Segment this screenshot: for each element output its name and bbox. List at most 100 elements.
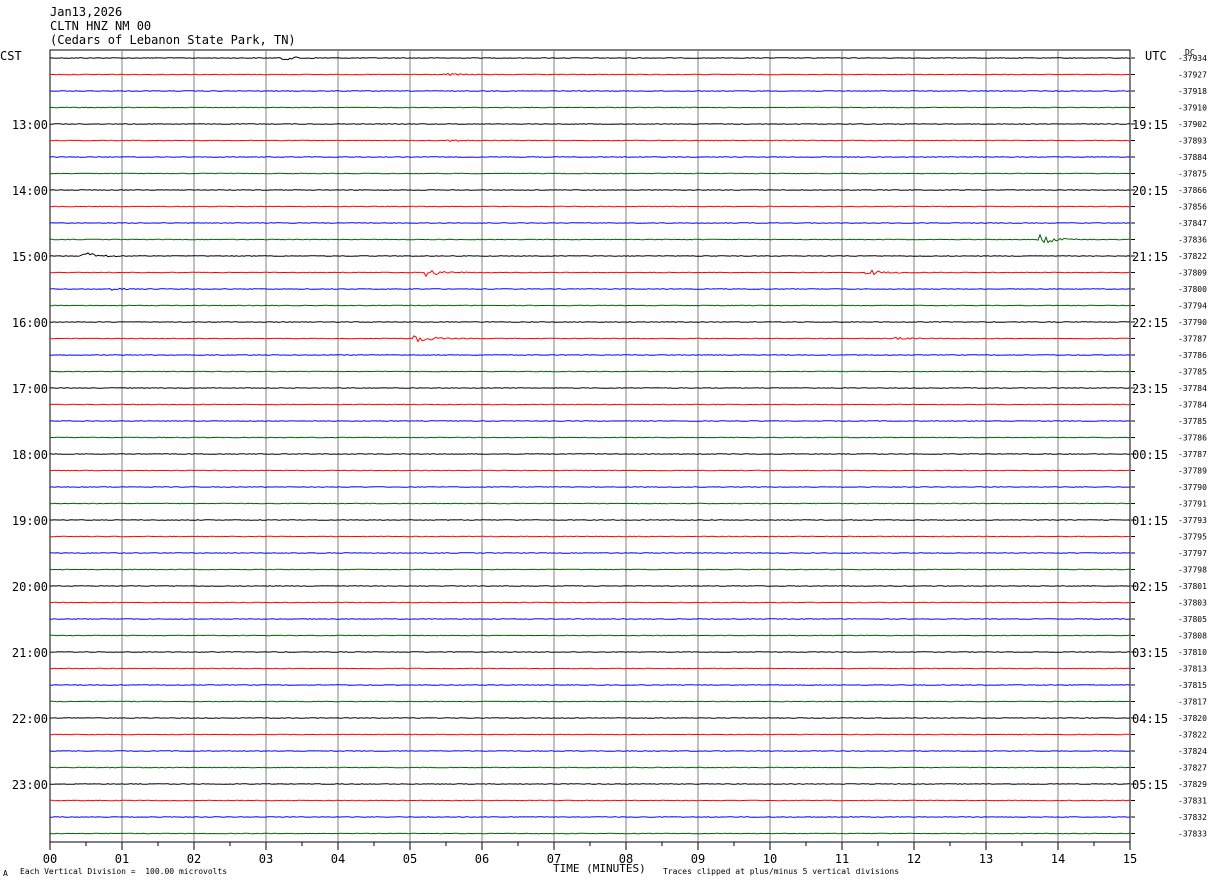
cst-hour-label: 23:00 [12, 778, 48, 792]
seismic-trace [49, 436, 1131, 439]
dc-offset-label: -37790 [1178, 318, 1207, 327]
station-code: CLTN HNZ NM 00 [50, 19, 152, 33]
dc-offset-label: -37797 [1178, 549, 1207, 558]
seismic-trace [49, 321, 1131, 323]
cst-hour-label: 21:00 [12, 646, 48, 660]
seismic-trace [49, 172, 1131, 175]
seismic-trace [49, 189, 1131, 191]
x-tick-label: 05 [403, 852, 417, 866]
seismic-trace [49, 733, 1130, 736]
seismic-trace [49, 717, 1131, 719]
seismic-trace [49, 568, 1131, 571]
cst-hour-label: 15:00 [12, 250, 48, 264]
dc-offset-label: -37786 [1178, 351, 1207, 360]
x-axis-title: TIME (MINUTES) [553, 862, 646, 875]
cst-hour-label: 17:00 [12, 382, 48, 396]
chart-date: Jan13,2026 [50, 5, 123, 19]
dc-offset-label: -37808 [1178, 632, 1207, 641]
dc-offset-label: -37803 [1178, 599, 1207, 608]
dc-offset-label: -37822 [1178, 731, 1207, 740]
plot-frame [49, 49, 1131, 843]
cst-hour-label: 20:00 [12, 580, 48, 594]
left-timezone: CST [0, 49, 22, 63]
seismic-trace [49, 252, 1131, 258]
seismic-trace [49, 469, 1130, 472]
seismic-trace [49, 766, 1131, 769]
x-tick-label: 03 [259, 852, 273, 866]
seismic-trace [49, 502, 1130, 505]
seismic-trace [49, 535, 1131, 538]
utc-hour-label: 05:15 [1132, 778, 1168, 792]
dc-offset-label: -37827 [1178, 764, 1207, 773]
seismic-trace [49, 783, 1131, 785]
seismic-trace [49, 370, 1131, 373]
dc-offset-label: -37824 [1178, 747, 1207, 756]
seismic-trace [49, 205, 1130, 208]
dc-offset-label: -37884 [1178, 153, 1207, 162]
seismic-trace [49, 453, 1131, 455]
seismic-trace [49, 420, 1131, 422]
dc-offset-label: -37893 [1178, 137, 1207, 146]
utc-hour-label: 00:15 [1132, 448, 1168, 462]
dc-offset-label: -37836 [1178, 236, 1207, 245]
cst-hour-label: 22:00 [12, 712, 48, 726]
utc-hour-label: 02:15 [1132, 580, 1168, 594]
dc-offset-label: -37790 [1178, 483, 1207, 492]
dc-offset-label: -37934 [1178, 54, 1207, 63]
x-tick-label: 04 [331, 852, 345, 866]
dc-offset-label: -37866 [1178, 186, 1207, 195]
dc-offset-label: -37833 [1178, 830, 1207, 839]
x-tick-label: 09 [691, 852, 705, 866]
seismic-trace [49, 354, 1131, 356]
x-tick-label: 11 [835, 852, 849, 866]
seismic-trace [49, 651, 1131, 653]
cst-hour-label: 19:00 [12, 514, 48, 528]
dc-offset-label: -37787 [1178, 450, 1207, 459]
cst-hour-label: 18:00 [12, 448, 48, 462]
seismic-trace [49, 56, 1131, 61]
dc-offset-label: -37813 [1178, 665, 1207, 674]
dc-offset-label: -37817 [1178, 698, 1207, 707]
utc-hour-label: 04:15 [1132, 712, 1168, 726]
utc-hour-label: 03:15 [1132, 646, 1168, 660]
seismic-trace [49, 335, 1131, 343]
cst-hour-label: 16:00 [12, 316, 48, 330]
dc-offset-label: -37789 [1178, 467, 1207, 476]
dc-offset-label: -37801 [1178, 582, 1207, 591]
seismic-trace [49, 585, 1131, 587]
dc-offset-label: -37793 [1178, 516, 1207, 525]
dc-offset-label: -37784 [1178, 401, 1207, 410]
seismic-trace [49, 700, 1130, 703]
seismic-trace [50, 634, 1131, 637]
dc-offset-label: -37794 [1178, 302, 1207, 311]
corner-mark: A [3, 869, 8, 878]
dc-offset-label: -37815 [1178, 681, 1207, 690]
dc-offset-label: -37918 [1178, 87, 1207, 96]
seismic-trace [50, 222, 1131, 224]
seismic-trace [49, 287, 1130, 291]
seismic-trace [49, 519, 1131, 521]
seismic-trace [49, 72, 1131, 77]
x-tick-label: 02 [187, 852, 201, 866]
seismic-trace [49, 750, 1131, 752]
seismic-trace [49, 832, 1130, 835]
x-tick-label: 10 [763, 852, 777, 866]
utc-hour-label: 20:15 [1132, 184, 1168, 198]
cst-hour-label: 14:00 [12, 184, 48, 198]
dc-offset-label: -37820 [1178, 714, 1207, 723]
dc-offset-label: -37847 [1178, 219, 1207, 228]
seismic-trace [50, 139, 1130, 143]
x-tick-label: 15 [1123, 852, 1137, 866]
seismic-trace [49, 387, 1131, 389]
x-tick-label: 08 [619, 852, 633, 866]
x-tick-label: 01 [115, 852, 129, 866]
seismic-trace [49, 618, 1131, 620]
seismic-trace [49, 816, 1131, 818]
dc-offset-label: -37910 [1178, 104, 1207, 113]
seismic-trace [49, 667, 1131, 670]
dc-unit: DC [1185, 48, 1195, 57]
seismic-trace [49, 601, 1131, 604]
utc-hour-label: 21:15 [1132, 250, 1168, 264]
station-location: (Cedars of Lebanon State Park, TN) [50, 33, 296, 47]
